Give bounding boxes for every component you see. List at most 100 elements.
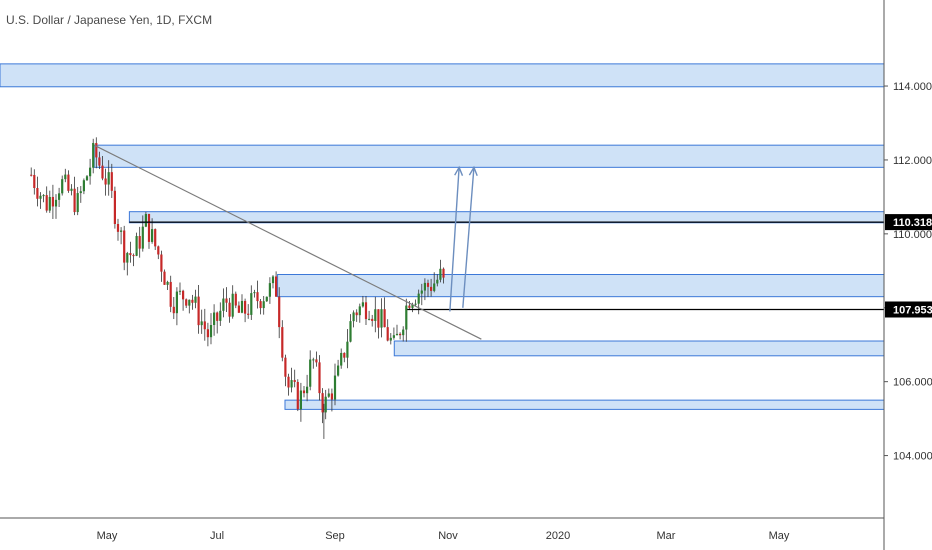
candle-body-113 bbox=[380, 309, 383, 328]
candle-body-82 bbox=[284, 357, 287, 377]
candle-body-7 bbox=[51, 196, 54, 207]
price-label-1: 108.295 bbox=[893, 292, 932, 304]
candle-body-26 bbox=[110, 172, 113, 191]
candle-body-96 bbox=[327, 393, 330, 397]
candle-body-128 bbox=[426, 282, 430, 287]
price-label-2: 107.953 bbox=[893, 304, 932, 316]
arrow-head-0 bbox=[454, 165, 464, 176]
candle-body-89 bbox=[305, 386, 309, 394]
candle-body-70 bbox=[247, 313, 250, 315]
candle-body-76 bbox=[265, 296, 268, 302]
candle-body-39 bbox=[150, 229, 154, 242]
y-tick-label-2: 110.000 bbox=[893, 229, 932, 241]
candle-body-83 bbox=[287, 376, 290, 388]
arrow-line-1 bbox=[462, 167, 475, 308]
zone-4 bbox=[393, 340, 885, 357]
candle-body-78 bbox=[271, 276, 275, 284]
candle-body-17 bbox=[82, 180, 85, 192]
candle-body-109 bbox=[367, 318, 371, 320]
candle-body-15 bbox=[76, 193, 79, 213]
candle-body-32 bbox=[129, 253, 132, 256]
trendline bbox=[93, 144, 482, 340]
zones-layer bbox=[0, 63, 885, 410]
zone-5 bbox=[284, 399, 885, 410]
candle-body-33 bbox=[132, 255, 135, 257]
candle-body-1 bbox=[33, 174, 36, 189]
candle-body-44 bbox=[166, 281, 169, 285]
candle-body-129 bbox=[429, 286, 433, 291]
candle-body-125 bbox=[417, 293, 420, 304]
arrow-head-1 bbox=[468, 165, 478, 176]
candle-body-104 bbox=[352, 312, 355, 322]
candle-body-87 bbox=[299, 390, 302, 410]
candle-body-116 bbox=[389, 337, 392, 341]
candle-body-35 bbox=[138, 236, 141, 249]
candle-body-48 bbox=[178, 290, 182, 292]
candle-body-121 bbox=[405, 305, 408, 330]
candle-body-20 bbox=[92, 142, 95, 168]
candle-body-103 bbox=[349, 321, 352, 342]
arrow-line-0 bbox=[449, 167, 460, 312]
candle-body-132 bbox=[439, 268, 442, 280]
candle-body-120 bbox=[402, 329, 405, 336]
candle-body-19 bbox=[88, 167, 92, 177]
candle-body-65 bbox=[231, 293, 234, 317]
candle-body-107 bbox=[361, 302, 364, 307]
candle-body-50 bbox=[185, 299, 188, 306]
candle-body-131 bbox=[436, 279, 439, 284]
candles-layer bbox=[30, 137, 445, 439]
candle-body-22 bbox=[98, 157, 101, 166]
candle-body-52 bbox=[191, 299, 194, 303]
candle-body-61 bbox=[219, 310, 222, 321]
candle-body-38 bbox=[147, 213, 151, 242]
candle-body-99 bbox=[336, 365, 340, 376]
y-tick-label-0: 114.000 bbox=[893, 81, 932, 93]
candle-body-10 bbox=[61, 179, 64, 194]
candle-body-110 bbox=[371, 318, 374, 321]
candle-body-122 bbox=[408, 305, 411, 308]
candle-body-112 bbox=[377, 309, 380, 328]
candle-body-91 bbox=[312, 359, 315, 361]
candle-body-55 bbox=[200, 321, 203, 326]
candle-body-47 bbox=[175, 291, 178, 314]
candle-body-59 bbox=[212, 312, 216, 326]
candle-body-72 bbox=[253, 292, 256, 294]
candle-body-62 bbox=[222, 298, 225, 311]
candle-body-43 bbox=[163, 271, 166, 285]
candle-body-56 bbox=[203, 321, 206, 330]
candle-body-5 bbox=[45, 195, 48, 211]
candle-body-67 bbox=[237, 305, 240, 313]
x-tick-label-4: 2020 bbox=[546, 530, 570, 542]
candle-body-117 bbox=[392, 335, 395, 338]
candle-body-77 bbox=[268, 283, 271, 297]
candle-body-130 bbox=[433, 283, 436, 291]
candle-body-92 bbox=[315, 359, 318, 363]
candle-body-21 bbox=[95, 142, 98, 158]
x-tick-label-6: May bbox=[769, 530, 790, 542]
x-tick-label-2: Sep bbox=[325, 530, 345, 542]
y-tick-label-1: 112.000 bbox=[893, 155, 932, 167]
candle-body-86 bbox=[296, 381, 299, 410]
candle-body-108 bbox=[364, 302, 368, 320]
candle-body-119 bbox=[398, 333, 402, 336]
candle-body-124 bbox=[414, 303, 417, 305]
candle-body-126 bbox=[420, 290, 423, 294]
candle-body-90 bbox=[309, 359, 312, 387]
candle-body-133 bbox=[442, 268, 445, 278]
candle-body-27 bbox=[113, 190, 116, 224]
x-tick-label-3: Nov bbox=[438, 530, 458, 542]
candle-body-28 bbox=[116, 223, 120, 232]
candle-body-49 bbox=[181, 290, 185, 300]
candle-body-3 bbox=[39, 195, 42, 199]
candle-body-118 bbox=[395, 333, 399, 336]
candle-body-80 bbox=[278, 296, 281, 328]
candle-body-36 bbox=[141, 226, 144, 249]
candle-body-81 bbox=[281, 327, 284, 358]
candle-body-79 bbox=[274, 276, 278, 297]
candle-body-75 bbox=[262, 301, 265, 309]
zone-2 bbox=[128, 211, 885, 224]
candle-body-64 bbox=[228, 302, 231, 317]
candle-body-18 bbox=[85, 176, 89, 181]
